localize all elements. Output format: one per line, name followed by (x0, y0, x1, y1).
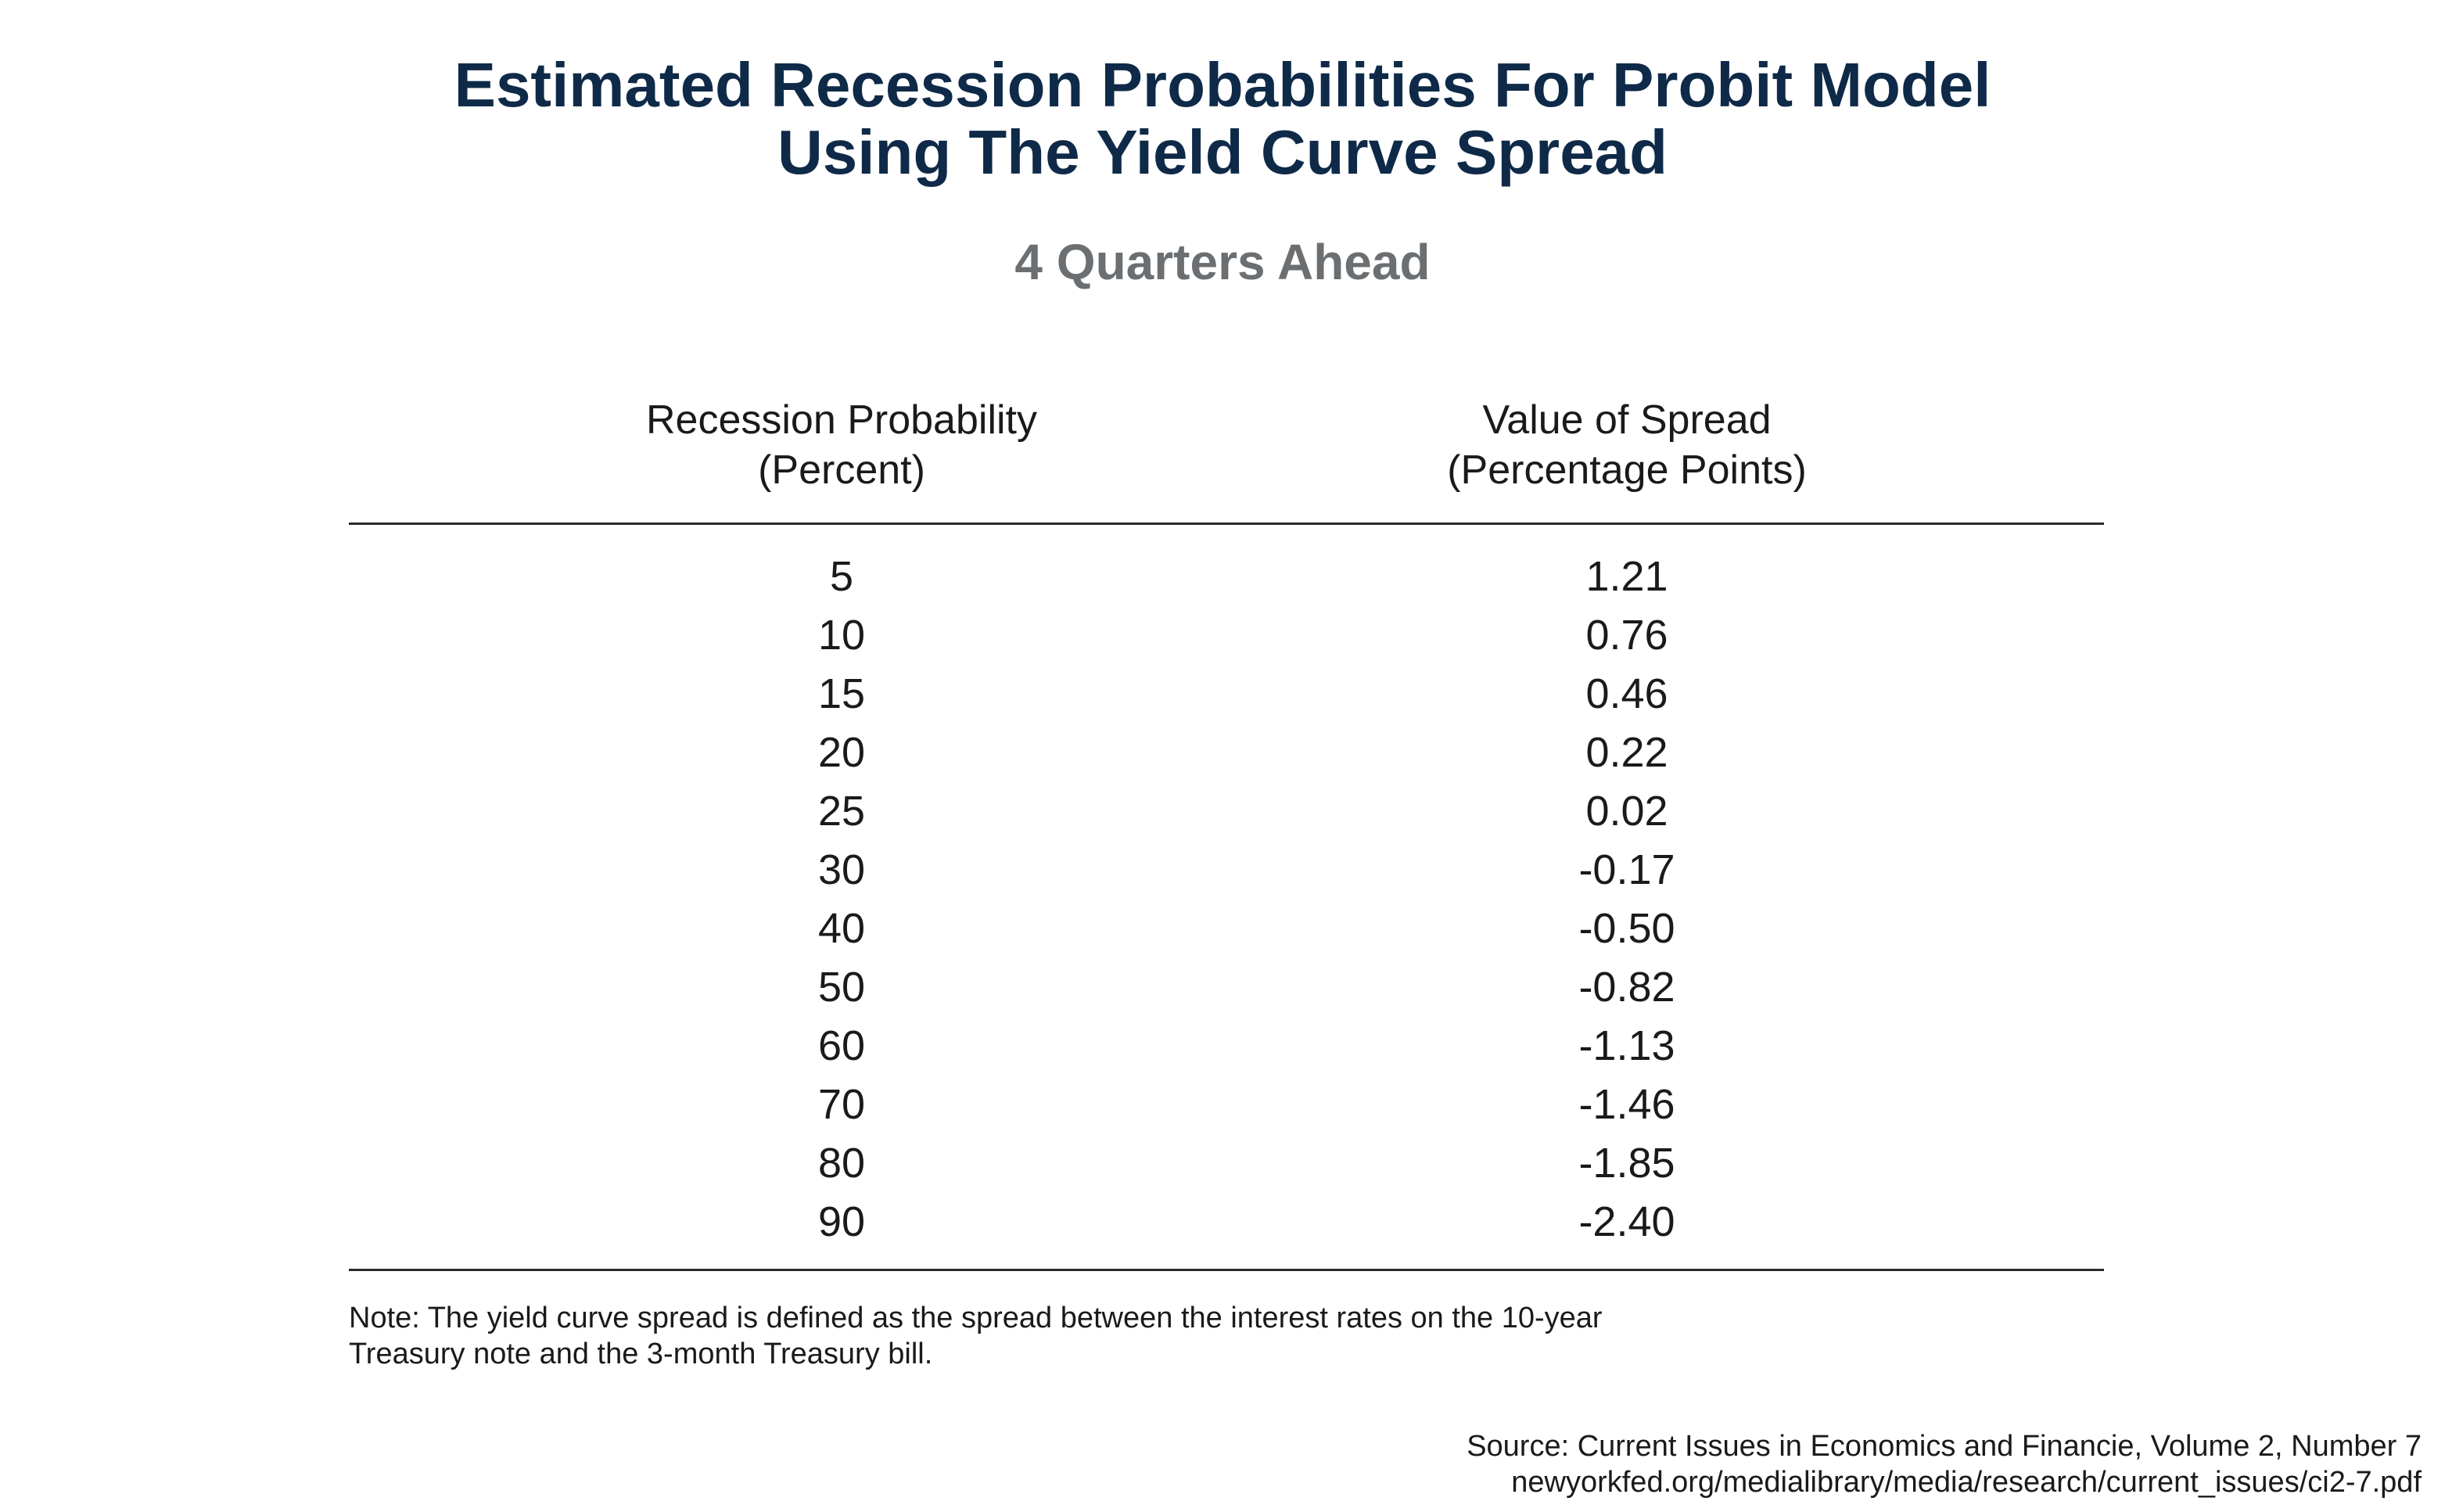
table-row: 80 -1.85 (0, 1134, 2445, 1193)
spread-value-cell: 0.46 (1585, 670, 1668, 717)
spread-value-cell: -0.17 (1578, 846, 1675, 893)
spread-value-cell: 0.76 (1585, 612, 1668, 659)
source-citation-line-1: Source: Current Issues in Economics and … (1467, 1430, 2422, 1463)
chart-title: Estimated Recession Probabilities For Pr… (0, 52, 2445, 186)
table-note-line-2: Treasury note and the 3-month Treasury b… (349, 1338, 933, 1370)
source-citation: Source: Current Issues in Economics and … (1092, 1428, 2422, 1500)
table-row: 40 -0.50 (0, 900, 2445, 958)
spread-value-cell: -1.85 (1578, 1140, 1675, 1187)
recession-probability-cell: 10 (817, 612, 866, 659)
spread-value-cell: -1.46 (1578, 1081, 1675, 1128)
spread-value-cell: -2.40 (1578, 1198, 1675, 1245)
spread-value-cell: -0.82 (1578, 964, 1675, 1011)
recession-probability-cell: 80 (817, 1140, 866, 1187)
table-row: 15 0.46 (0, 665, 2445, 724)
recession-probability-cell: 90 (817, 1198, 866, 1245)
recession-probability-cell: 5 (829, 553, 854, 600)
spread-value-cell: 0.02 (1585, 788, 1668, 835)
spread-value-cell: -0.50 (1578, 905, 1675, 952)
spread-value-cell: 0.22 (1585, 729, 1668, 776)
table-row: 20 0.22 (0, 724, 2445, 782)
spread-value-cell: 1.21 (1585, 553, 1668, 600)
chart-title-line-1: Estimated Recession Probabilities For Pr… (454, 50, 1991, 120)
recession-probability-cell: 50 (817, 964, 866, 1011)
table-body: 5 1.21 10 0.76 15 0.46 20 0.22 25 0.02 30 -0.17 40 -0… (0, 548, 2445, 1252)
table-row: 25 0.02 (0, 782, 2445, 841)
column-header-recession-probability-line-2: (Percent) (758, 447, 925, 493)
table-row: 90 -2.40 (0, 1193, 2445, 1252)
table-row: 5 1.21 (0, 548, 2445, 606)
recession-probability-cell: 20 (817, 729, 866, 776)
recession-probability-cell: 25 (817, 788, 866, 835)
recession-probability-cell: 30 (817, 846, 866, 893)
column-header-value-of-spread-line-2: (Percentage Points) (1447, 447, 1807, 493)
recession-probability-cell: 40 (817, 905, 866, 952)
spread-value-cell: -1.13 (1578, 1022, 1675, 1069)
column-header-recession-probability: Recession Probability (Percent) (490, 395, 1194, 495)
column-header-value-of-spread-line-1: Value of Spread (1482, 397, 1772, 443)
column-header-recession-probability-line-1: Recession Probability (645, 397, 1038, 443)
table-row: 50 -0.82 (0, 958, 2445, 1017)
recession-probability-cell: 70 (817, 1081, 866, 1128)
table-top-rule (349, 523, 2104, 525)
source-citation-line-2: newyorkfed.org/medialibrary/media/resear… (1511, 1466, 2422, 1499)
column-header-value-of-spread: Value of Spread (Percentage Points) (1275, 395, 1979, 495)
table-row: 60 -1.13 (0, 1017, 2445, 1076)
table-bottom-rule (349, 1269, 2104, 1271)
table-row: 10 0.76 (0, 606, 2445, 665)
chart-subtitle: 4 Quarters Ahead (1014, 234, 1431, 290)
table-note-line-1: Note: The yield curve spread is defined … (349, 1302, 1603, 1334)
table-note: Note: The yield curve spread is defined … (349, 1300, 1913, 1372)
table-row: 30 -0.17 (0, 841, 2445, 900)
table-row: 70 -1.46 (0, 1076, 2445, 1134)
chart-title-line-2: Using The Yield Curve Spread (777, 117, 1668, 187)
recession-probability-cell: 15 (817, 670, 866, 717)
recession-probability-cell: 60 (817, 1022, 866, 1069)
